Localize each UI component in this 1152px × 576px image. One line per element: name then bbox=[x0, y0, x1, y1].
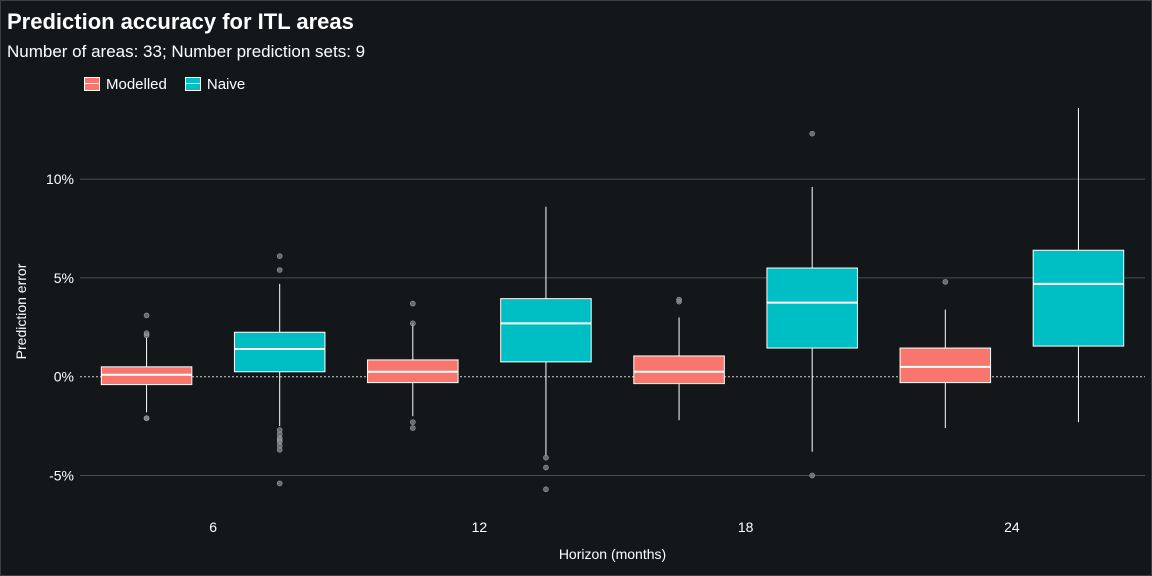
legend-item-modelled: Modelled bbox=[84, 76, 167, 93]
outlier-point-modelled bbox=[410, 300, 416, 307]
outlier-point-naive bbox=[543, 464, 549, 471]
x-axis-title: Horizon (months) bbox=[559, 546, 666, 562]
outlier-point-modelled bbox=[143, 330, 150, 337]
outlier-point-modelled bbox=[143, 312, 150, 319]
outlier-point-naive bbox=[276, 480, 283, 487]
legend-key-modelled bbox=[84, 77, 100, 91]
chart-title: Prediction accuracy for ITL areas bbox=[7, 9, 354, 34]
y-axis-title: Prediction error bbox=[13, 263, 29, 359]
legend-item-naive: Naive bbox=[184, 75, 246, 93]
box-naive bbox=[1032, 249, 1125, 347]
y-tick-label: 0% bbox=[54, 369, 74, 385]
legend-label-modelled: Modelled bbox=[106, 75, 167, 93]
outlier-point-naive bbox=[809, 130, 815, 137]
outlier-point-naive bbox=[543, 486, 549, 493]
legend: Modelled Naive bbox=[84, 74, 245, 94]
legend-key-naive bbox=[184, 77, 201, 91]
outlier-point-modelled bbox=[410, 419, 416, 425]
legend-label-naive: Naive bbox=[206, 75, 246, 93]
outlier-point-naive bbox=[809, 472, 815, 479]
y-tick-label: -5% bbox=[49, 467, 74, 483]
outlier-point-modelled bbox=[410, 320, 416, 327]
outlier-point-naive bbox=[276, 267, 283, 273]
outlier-point-modelled bbox=[410, 425, 416, 431]
box-naive bbox=[233, 331, 326, 373]
x-tick-label: 6 bbox=[209, 519, 217, 535]
outlier-point-modelled bbox=[143, 415, 150, 421]
box-modelled bbox=[899, 347, 992, 384]
outlier-point-naive bbox=[276, 253, 283, 259]
outlier-point-modelled bbox=[942, 279, 949, 285]
box-modelled bbox=[633, 355, 725, 385]
x-tick-label: 24 bbox=[1004, 519, 1020, 535]
x-tick-label: 12 bbox=[472, 519, 488, 535]
box-naive bbox=[766, 267, 858, 349]
y-tick-label: 5% bbox=[54, 270, 74, 286]
box-naive bbox=[500, 298, 592, 363]
y-tick-label: 10% bbox=[46, 171, 74, 187]
outlier-point-naive bbox=[543, 454, 549, 461]
x-tick-label: 18 bbox=[738, 519, 754, 535]
outlier-point-naive bbox=[276, 447, 283, 453]
outlier-point-modelled bbox=[676, 296, 682, 303]
chart-subtitle: Number of areas: 33; Number prediction s… bbox=[7, 42, 366, 61]
